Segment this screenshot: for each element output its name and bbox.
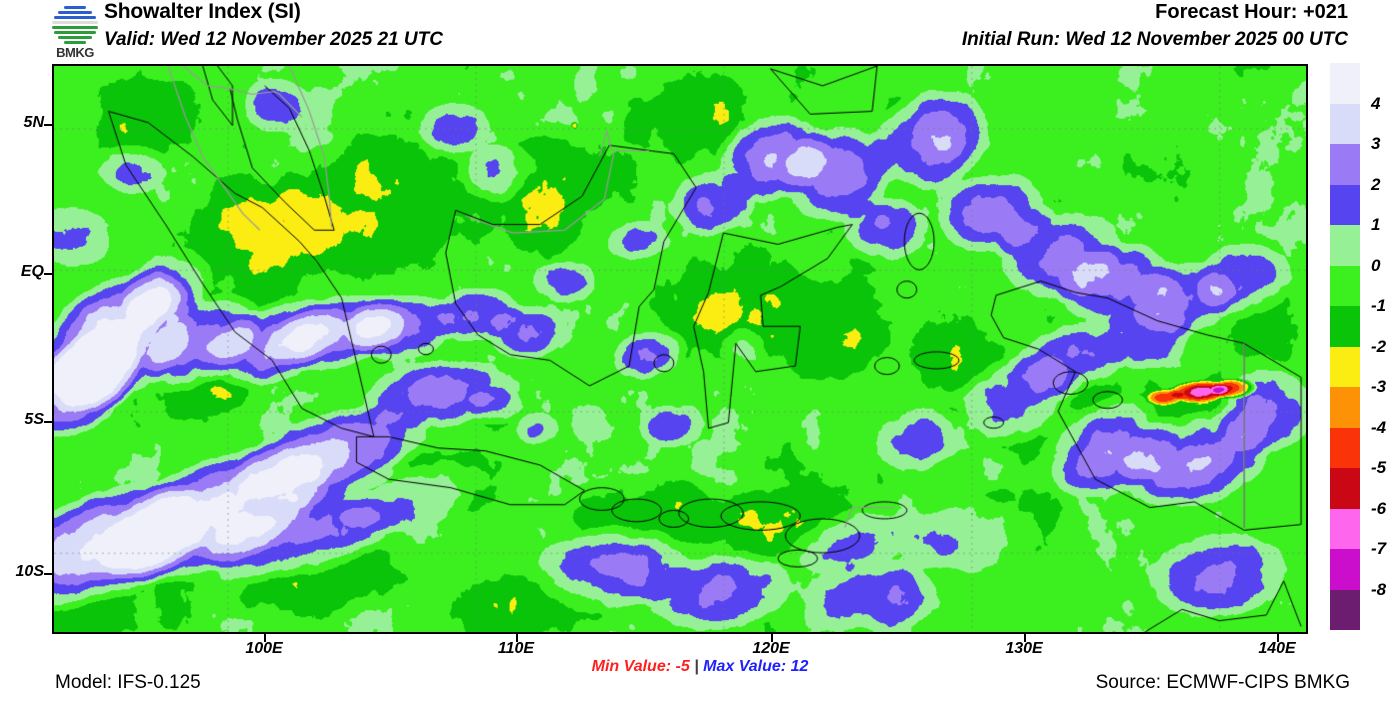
colorbar-tick-label: -6 bbox=[1371, 498, 1387, 518]
min-max-values: Min Value: -5 | Max Value: 12 bbox=[592, 658, 809, 676]
colorbar-tick-label: -3 bbox=[1371, 377, 1387, 396]
colorbar-tick-label: -1 bbox=[1371, 296, 1387, 315]
colorbar-tick-label: 0 bbox=[1371, 255, 1381, 275]
colorbar-band bbox=[1330, 225, 1360, 266]
min-max-separator: | bbox=[694, 658, 699, 675]
colorbar-tick-label: 1 bbox=[1371, 215, 1381, 234]
x-axis-tick-mark bbox=[1024, 634, 1026, 642]
colorbar-tick-label: -8 bbox=[1371, 579, 1387, 599]
colorbar-tick-label: -4 bbox=[1371, 417, 1387, 437]
y-axis-tick-label: 5S bbox=[24, 411, 44, 428]
bmkg-logo: BMKG bbox=[46, 2, 104, 60]
colorbar-band bbox=[1330, 144, 1360, 185]
colorbar-band bbox=[1330, 265, 1360, 306]
colorbar-band bbox=[1330, 306, 1360, 347]
colorbar-tick-label: -2 bbox=[1371, 336, 1387, 356]
colorbar-band bbox=[1330, 184, 1360, 225]
y-axis-tick-mark bbox=[44, 124, 52, 126]
initial-run-label: Initial Run: Wed 12 November 2025 00 UTC bbox=[961, 29, 1348, 50]
forecast-hour-label: Forecast Hour: +021 bbox=[1155, 1, 1348, 23]
y-axis-tick-label: 5N bbox=[23, 114, 44, 131]
y-axis-tick-mark bbox=[44, 573, 52, 575]
x-axis-tick-mark bbox=[1277, 634, 1279, 642]
model-label: Model: IFS-0.125 bbox=[55, 672, 201, 693]
colorbar-tick-label: -7 bbox=[1371, 539, 1387, 558]
max-value-label: Max Value: 12 bbox=[703, 658, 809, 675]
colorbar-tick-label: 3 bbox=[1371, 134, 1381, 153]
colorbar-tick-label: -5 bbox=[1371, 458, 1387, 477]
page-title: Showalter Index (SI) bbox=[104, 0, 301, 23]
colorbar-tick-label: 2 bbox=[1371, 174, 1381, 194]
bmkg-logo-wordmark: BMKG bbox=[56, 45, 94, 60]
map-plot-area[interactable]: Copyright Sub Bidang Prediksi Cuaca BMKG… bbox=[52, 64, 1308, 634]
x-axis-tick-label: 120E bbox=[752, 640, 790, 657]
colorbar-band bbox=[1330, 387, 1360, 428]
bmkg-logo-disc bbox=[50, 2, 100, 46]
colorbar-band bbox=[1330, 508, 1360, 549]
x-axis-tick-label: 100E bbox=[245, 640, 283, 657]
showalter-index-field bbox=[54, 66, 1306, 632]
y-axis-tick-mark bbox=[44, 273, 52, 275]
colorbar-band bbox=[1330, 103, 1360, 144]
colorbar-band bbox=[1330, 468, 1360, 509]
colorbar-tick-label: 4 bbox=[1371, 93, 1381, 113]
colorbar-band bbox=[1330, 589, 1360, 630]
x-axis-tick-mark bbox=[771, 634, 773, 642]
x-axis-tick-label: 110E bbox=[497, 640, 535, 657]
colorbar-band bbox=[1330, 63, 1360, 104]
x-axis-tick-mark bbox=[264, 634, 266, 642]
source-label: Source: ECMWF-CIPS BMKG bbox=[1095, 672, 1350, 693]
colorbar-band bbox=[1330, 427, 1360, 468]
colorbar-band bbox=[1330, 549, 1360, 590]
y-axis-tick-label: 10S bbox=[15, 563, 44, 580]
colorbar-band bbox=[1330, 346, 1360, 387]
x-axis-tick-label: 140E bbox=[1258, 640, 1296, 657]
y-axis-tick-mark bbox=[44, 421, 52, 423]
y-axis-tick-label: EQ bbox=[20, 263, 44, 280]
x-axis-tick-mark bbox=[516, 634, 518, 642]
min-value-label: Min Value: -5 bbox=[591, 658, 690, 675]
colorbar bbox=[1330, 63, 1360, 630]
x-axis-tick-label: 130E bbox=[1005, 640, 1043, 657]
valid-time-label: Valid: Wed 12 November 2025 21 UTC bbox=[104, 29, 443, 50]
